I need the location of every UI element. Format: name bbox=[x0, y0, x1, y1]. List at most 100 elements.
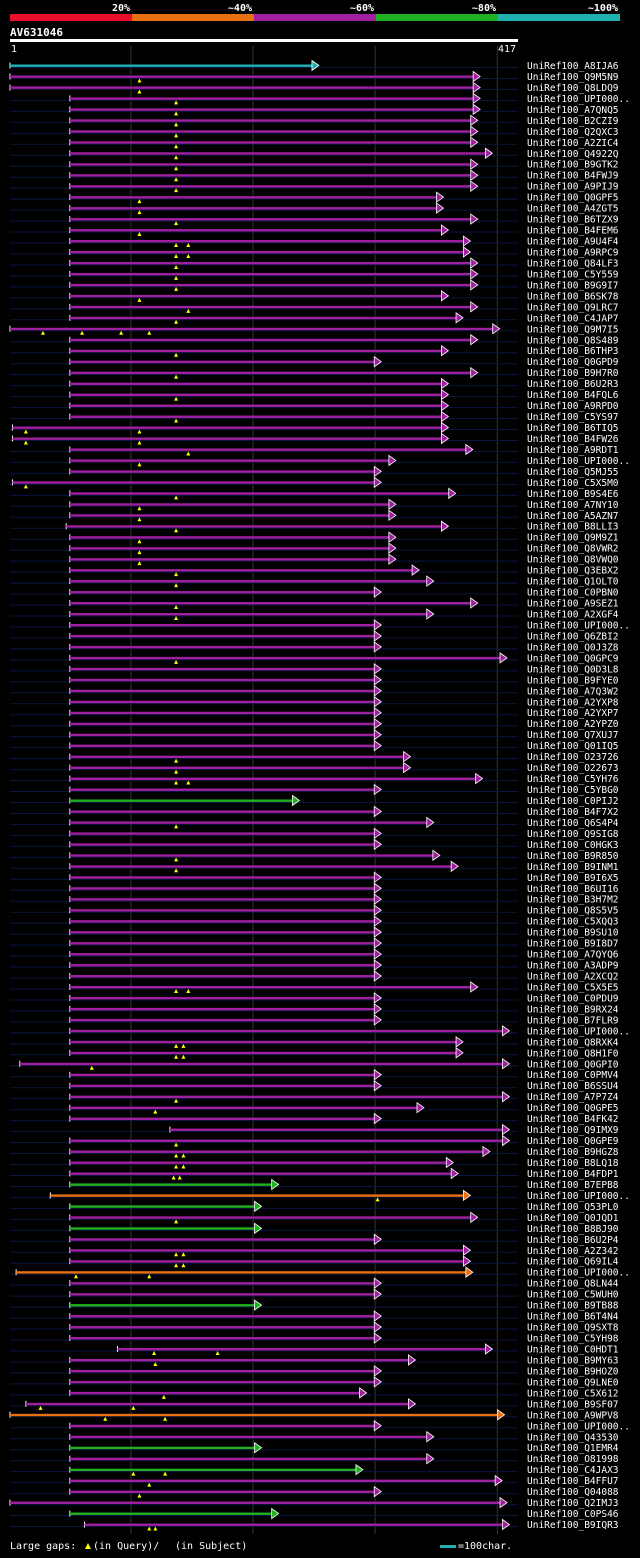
hit-label[interactable]: UniRef100_C5X5E5 bbox=[527, 982, 619, 993]
hit-label[interactable]: UniRef100_Q9M9Z1 bbox=[527, 533, 619, 544]
hit-label[interactable]: UniRef100_Q2QXC3 bbox=[527, 127, 619, 138]
hit-label[interactable]: UniRef100_Q6S4P4 bbox=[527, 818, 619, 829]
hit-label[interactable]: UniRef100_A8IJA6 bbox=[527, 61, 619, 72]
hit-label[interactable]: UniRef100_A2ZIC4 bbox=[527, 138, 619, 149]
hit-label[interactable]: UniRef100_Q9SXT8 bbox=[527, 1323, 619, 1334]
hit-label[interactable]: UniRef100_A3ADP9 bbox=[527, 961, 619, 972]
hit-label[interactable]: UniRef100_Q8LDQ9 bbox=[527, 83, 619, 94]
hit-label[interactable]: UniRef100_B7FLR9 bbox=[527, 1015, 619, 1026]
hit-label[interactable]: UniRef100_Q4922Q bbox=[527, 149, 619, 160]
hit-label[interactable]: UniRef100_A9RPC9 bbox=[527, 247, 619, 258]
hit-label[interactable]: UniRef100_UPI000.. bbox=[527, 456, 630, 467]
hit-label[interactable]: UniRef100_B6SK78 bbox=[527, 291, 619, 302]
hit-label[interactable]: UniRef100_B4FFU7 bbox=[527, 1476, 619, 1487]
hit-label[interactable]: UniRef100_Q6ZBI2 bbox=[527, 631, 619, 642]
hit-label[interactable]: UniRef100_C0HDT1 bbox=[527, 1344, 619, 1355]
hit-label[interactable]: UniRef100_A7NY10 bbox=[527, 500, 619, 511]
hit-label[interactable]: UniRef100_C5YS97 bbox=[527, 412, 619, 423]
hit-label[interactable]: UniRef100_B6U2R3 bbox=[527, 379, 619, 390]
hit-label[interactable]: UniRef100_A9PIJ9 bbox=[527, 182, 619, 193]
hit-label[interactable]: UniRef100_Q43530 bbox=[527, 1432, 619, 1443]
hit-label[interactable]: UniRef100_Q0JQD1 bbox=[527, 1213, 619, 1224]
hit-label[interactable]: UniRef100_C0HGK3 bbox=[527, 840, 619, 851]
hit-label[interactable]: UniRef100_C0PBN0 bbox=[527, 588, 619, 599]
hit-label[interactable]: UniRef100_B9INM1 bbox=[527, 862, 619, 873]
hit-label[interactable]: UniRef100_C5X5M0 bbox=[527, 478, 619, 489]
hit-label[interactable]: UniRef100_Q8S5V5 bbox=[527, 906, 619, 917]
hit-label[interactable]: UniRef100_B9TB88 bbox=[527, 1301, 619, 1312]
hit-label[interactable]: UniRef100_B9GTK2 bbox=[527, 160, 619, 171]
hit-label[interactable]: UniRef100_B6SSU4 bbox=[527, 1081, 619, 1092]
hit-label[interactable]: UniRef100_B9I8D7 bbox=[527, 939, 619, 950]
hit-label[interactable]: UniRef100_Q0GPE5 bbox=[527, 1103, 619, 1114]
hit-label[interactable]: UniRef100_B6THP3 bbox=[527, 346, 619, 357]
hit-label[interactable]: UniRef100_A9U4F4 bbox=[527, 237, 619, 248]
hit-label[interactable]: UniRef100_Q84LF3 bbox=[527, 258, 619, 269]
hit-label[interactable]: UniRef100_B9HGZ8 bbox=[527, 1147, 619, 1158]
hit-label[interactable]: UniRef100_A9RDT1 bbox=[527, 445, 619, 456]
hit-label[interactable]: UniRef100_Q7XUJ7 bbox=[527, 730, 619, 741]
hit-label[interactable]: UniRef100_A9SEZ1 bbox=[527, 599, 619, 610]
hit-label[interactable]: UniRef100_Q0GPE9 bbox=[527, 1136, 619, 1147]
hit-label[interactable]: UniRef100_O81998 bbox=[527, 1454, 619, 1465]
hit-label[interactable]: UniRef100_Q0D3L8 bbox=[527, 664, 619, 675]
hit-label[interactable]: UniRef100_B6TZX9 bbox=[527, 215, 619, 226]
hit-label[interactable]: UniRef100_B9RX24 bbox=[527, 1004, 619, 1015]
hit-label[interactable]: UniRef100_B9MY63 bbox=[527, 1355, 619, 1366]
hit-label[interactable]: UniRef100_B8BJ90 bbox=[527, 1224, 619, 1235]
hit-label[interactable]: UniRef100_Q9LRC7 bbox=[527, 302, 619, 313]
hit-label[interactable]: UniRef100_B9SU10 bbox=[527, 928, 619, 939]
hit-label[interactable]: UniRef100_A2YXP7 bbox=[527, 708, 619, 719]
hit-label[interactable]: UniRef100_B9SF07 bbox=[527, 1399, 619, 1410]
hit-label[interactable]: UniRef100_O23726 bbox=[527, 752, 619, 763]
hit-label[interactable]: UniRef100_B4FK42 bbox=[527, 1114, 619, 1125]
hit-label[interactable]: UniRef100_C4JAP7 bbox=[527, 313, 619, 324]
hit-label[interactable]: UniRef100_B9IQR3 bbox=[527, 1520, 619, 1531]
hit-label[interactable]: UniRef100_Q1EMR4 bbox=[527, 1443, 619, 1454]
hit-label[interactable]: UniRef100_Q5MJ55 bbox=[527, 467, 619, 478]
hit-label[interactable]: UniRef100_Q3EBX2 bbox=[527, 566, 619, 577]
hit-label[interactable]: UniRef100_Q0GPF5 bbox=[527, 193, 619, 204]
hit-label[interactable]: UniRef100_C5XQQ3 bbox=[527, 917, 619, 928]
hit-label[interactable]: UniRef100_Q9M5N9 bbox=[527, 72, 619, 83]
hit-label[interactable]: UniRef100_Q0GPI0 bbox=[527, 1059, 619, 1070]
hit-label[interactable]: UniRef100_B6UI16 bbox=[527, 884, 619, 895]
hit-label[interactable]: UniRef100_Q8VWR2 bbox=[527, 544, 619, 555]
hit-label[interactable]: UniRef100_A4ZGT5 bbox=[527, 204, 619, 215]
hit-label[interactable]: UniRef100_C5YH98 bbox=[527, 1334, 619, 1345]
hit-label[interactable]: UniRef100_A9RPD0 bbox=[527, 401, 619, 412]
hit-label[interactable]: UniRef100_Q04088 bbox=[527, 1487, 619, 1498]
hit-label[interactable]: UniRef100_B9I6X5 bbox=[527, 873, 619, 884]
hit-label[interactable]: UniRef100_Q8S489 bbox=[527, 335, 619, 346]
hit-label[interactable]: UniRef100_Q01IQ5 bbox=[527, 741, 619, 752]
hit-label[interactable]: UniRef100_A7QNQ5 bbox=[527, 105, 619, 116]
hit-label[interactable]: UniRef100_B4FEM6 bbox=[527, 226, 619, 237]
hit-label[interactable]: UniRef100_B9H7R0 bbox=[527, 368, 619, 379]
hit-label[interactable]: UniRef100_B6U2P4 bbox=[527, 1235, 619, 1246]
hit-label[interactable]: UniRef100_Q8H1F0 bbox=[527, 1048, 619, 1059]
hit-label[interactable]: UniRef100_C0PS46 bbox=[527, 1509, 619, 1520]
hit-label[interactable]: UniRef100_O22673 bbox=[527, 763, 619, 774]
hit-label[interactable]: UniRef100_C5YH76 bbox=[527, 774, 619, 785]
hit-label[interactable]: UniRef100_B7EPB8 bbox=[527, 1180, 619, 1191]
hit-label[interactable]: UniRef100_Q8RXK4 bbox=[527, 1037, 619, 1048]
hit-label[interactable]: UniRef100_C5WUH0 bbox=[527, 1290, 619, 1301]
hit-label[interactable]: UniRef100_B3H7M2 bbox=[527, 895, 619, 906]
hit-label[interactable]: UniRef100_A2XCQ2 bbox=[527, 972, 619, 983]
hit-label[interactable]: UniRef100_Q9LNE0 bbox=[527, 1377, 619, 1388]
hit-label[interactable]: UniRef100_Q69IL4 bbox=[527, 1257, 619, 1268]
hit-label[interactable]: UniRef100_B4FWJ9 bbox=[527, 171, 619, 182]
hit-label[interactable]: UniRef100_B6T4N4 bbox=[527, 1312, 619, 1323]
hit-label[interactable]: UniRef100_C5X612 bbox=[527, 1388, 619, 1399]
hit-label[interactable]: UniRef100_UPI000.. bbox=[527, 1191, 630, 1202]
hit-label[interactable]: UniRef100_B2CZI9 bbox=[527, 116, 619, 127]
hit-label[interactable]: UniRef100_B9G9I7 bbox=[527, 280, 619, 291]
hit-label[interactable]: UniRef100_Q0GPD9 bbox=[527, 357, 619, 368]
hit-label[interactable]: UniRef100_A7P7Z4 bbox=[527, 1092, 619, 1103]
hit-label[interactable]: UniRef100_UPI000.. bbox=[527, 620, 630, 631]
hit-label[interactable]: UniRef100_B4FQL6 bbox=[527, 390, 619, 401]
hit-label[interactable]: UniRef100_C4JAX3 bbox=[527, 1465, 619, 1476]
hit-label[interactable]: UniRef100_B9R850 bbox=[527, 851, 619, 862]
hit-label[interactable]: UniRef100_B9FYE0 bbox=[527, 675, 619, 686]
hit-label[interactable]: UniRef100_A9WPV8 bbox=[527, 1410, 619, 1421]
